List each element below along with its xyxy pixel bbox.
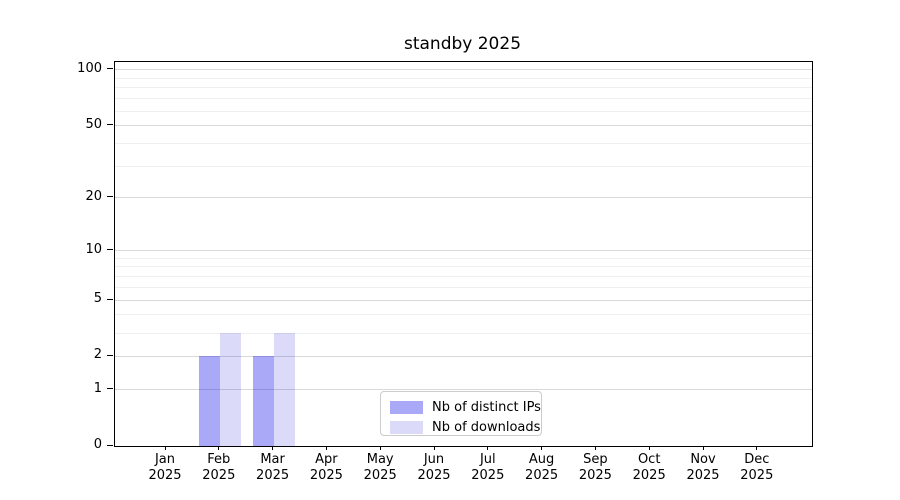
y-tick-mark bbox=[107, 298, 113, 300]
x-tick-year: 2025 bbox=[148, 468, 182, 483]
gridline-major bbox=[115, 69, 812, 71]
y-tick-label: 10 bbox=[85, 241, 102, 257]
gridline-minor bbox=[115, 286, 812, 288]
y-tick-label: 100 bbox=[77, 60, 102, 76]
gridline-major bbox=[115, 389, 812, 391]
gridline-minor bbox=[115, 314, 812, 316]
legend-label-downloads: Nb of downloads bbox=[432, 419, 541, 435]
y-tick-label: 20 bbox=[85, 188, 102, 204]
x-tick-month: Nov bbox=[690, 452, 716, 467]
x-tick-mark bbox=[648, 446, 650, 450]
y-tick-mark bbox=[107, 354, 113, 356]
x-tick-month: Jul bbox=[479, 452, 496, 467]
x-tick-year: 2025 bbox=[202, 468, 236, 483]
x-tick-mark bbox=[272, 446, 274, 450]
y-tick-mark bbox=[107, 124, 113, 126]
y-tick-label: 50 bbox=[85, 116, 102, 132]
gridline-minor bbox=[115, 87, 812, 89]
bar-downloads bbox=[219, 333, 241, 446]
y-tick-label: 0 bbox=[93, 437, 102, 452]
x-tick-mark bbox=[702, 446, 704, 450]
x-tick-month: May bbox=[366, 452, 394, 467]
x-tick-year: 2025 bbox=[632, 468, 666, 483]
y-tick-mark bbox=[107, 388, 113, 390]
x-tick-label: Aug 2025 bbox=[514, 452, 570, 484]
plot-area bbox=[114, 61, 813, 447]
gridline-minor bbox=[115, 98, 812, 100]
x-tick-month: Dec bbox=[744, 452, 770, 467]
legend-item-downloads: Nb of downloads bbox=[390, 417, 541, 437]
gridline-minor bbox=[115, 142, 812, 144]
x-tick-month: Aug bbox=[528, 452, 555, 467]
x-tick-month: Jun bbox=[423, 452, 445, 467]
x-tick-year: 2025 bbox=[525, 468, 559, 483]
gridline-major bbox=[115, 125, 812, 127]
y-tick-mark bbox=[107, 444, 113, 446]
y-tick-label: 1 bbox=[93, 380, 102, 396]
x-tick-month: Jan bbox=[154, 452, 176, 467]
y-tick-label: 5 bbox=[93, 291, 102, 307]
x-tick-year: 2025 bbox=[471, 468, 505, 483]
gridline-minor bbox=[115, 165, 812, 167]
x-tick-label: May 2025 bbox=[352, 452, 408, 484]
x-tick-label: Sep 2025 bbox=[567, 452, 623, 484]
x-tick-year: 2025 bbox=[578, 468, 612, 483]
x-tick-label: Apr 2025 bbox=[298, 452, 354, 484]
chart-title: standby 2025 bbox=[403, 34, 522, 54]
legend-swatch-distinct-ips bbox=[390, 400, 423, 414]
gridline-minor bbox=[115, 332, 812, 334]
gridline-major bbox=[115, 250, 812, 252]
gridline-major bbox=[115, 299, 812, 301]
x-tick-mark bbox=[541, 446, 543, 450]
x-tick-month: Mar bbox=[260, 452, 285, 467]
y-tick-mark bbox=[107, 68, 113, 70]
gridline-minor bbox=[115, 266, 812, 268]
bar-distinct-ips bbox=[198, 356, 220, 446]
x-tick-label: Nov 2025 bbox=[675, 452, 731, 484]
x-tick-year: 2025 bbox=[417, 468, 451, 483]
y-tick-mark bbox=[107, 249, 113, 251]
x-tick-label: Jan 2025 bbox=[137, 452, 193, 484]
bar-distinct-ips bbox=[252, 356, 274, 446]
x-tick-month: Feb bbox=[207, 452, 231, 467]
x-tick-mark bbox=[379, 446, 381, 450]
x-tick-label: Feb 2025 bbox=[191, 452, 247, 484]
x-tick-mark bbox=[325, 446, 327, 450]
gridline-major bbox=[115, 197, 812, 199]
gridline-minor bbox=[115, 77, 812, 79]
gridline-major bbox=[115, 355, 812, 357]
gridline-minor bbox=[115, 110, 812, 112]
bar-downloads bbox=[273, 333, 295, 446]
x-tick-month: Apr bbox=[315, 452, 338, 467]
x-tick-year: 2025 bbox=[740, 468, 774, 483]
x-tick-label: Mar 2025 bbox=[245, 452, 301, 484]
x-tick-year: 2025 bbox=[309, 468, 343, 483]
x-tick-label: Dec 2025 bbox=[729, 452, 785, 484]
gridline-minor bbox=[115, 276, 812, 278]
x-tick-mark bbox=[433, 446, 435, 450]
x-tick-label: Jul 2025 bbox=[460, 452, 516, 484]
x-tick-year: 2025 bbox=[363, 468, 397, 483]
legend-swatch-downloads bbox=[390, 420, 423, 434]
legend-label-distinct-ips: Nb of distinct IPs bbox=[432, 399, 541, 415]
x-tick-mark bbox=[164, 446, 166, 450]
x-tick-label: Jun 2025 bbox=[406, 452, 462, 484]
x-tick-mark bbox=[218, 446, 220, 450]
x-tick-mark bbox=[487, 446, 489, 450]
x-tick-mark bbox=[756, 446, 758, 450]
x-tick-label: Oct 2025 bbox=[621, 452, 677, 484]
legend: Nb of distinct IPs Nb of downloads bbox=[380, 391, 542, 436]
x-tick-month: Sep bbox=[583, 452, 608, 467]
y-tick-label: 2 bbox=[93, 347, 102, 363]
x-tick-year: 2025 bbox=[686, 468, 720, 483]
x-tick-year: 2025 bbox=[256, 468, 290, 483]
x-tick-month: Oct bbox=[637, 452, 661, 467]
legend-item-distinct-ips: Nb of distinct IPs bbox=[390, 397, 541, 417]
gridline-minor bbox=[115, 257, 812, 259]
x-tick-mark bbox=[594, 446, 596, 450]
y-tick-mark bbox=[107, 196, 113, 198]
